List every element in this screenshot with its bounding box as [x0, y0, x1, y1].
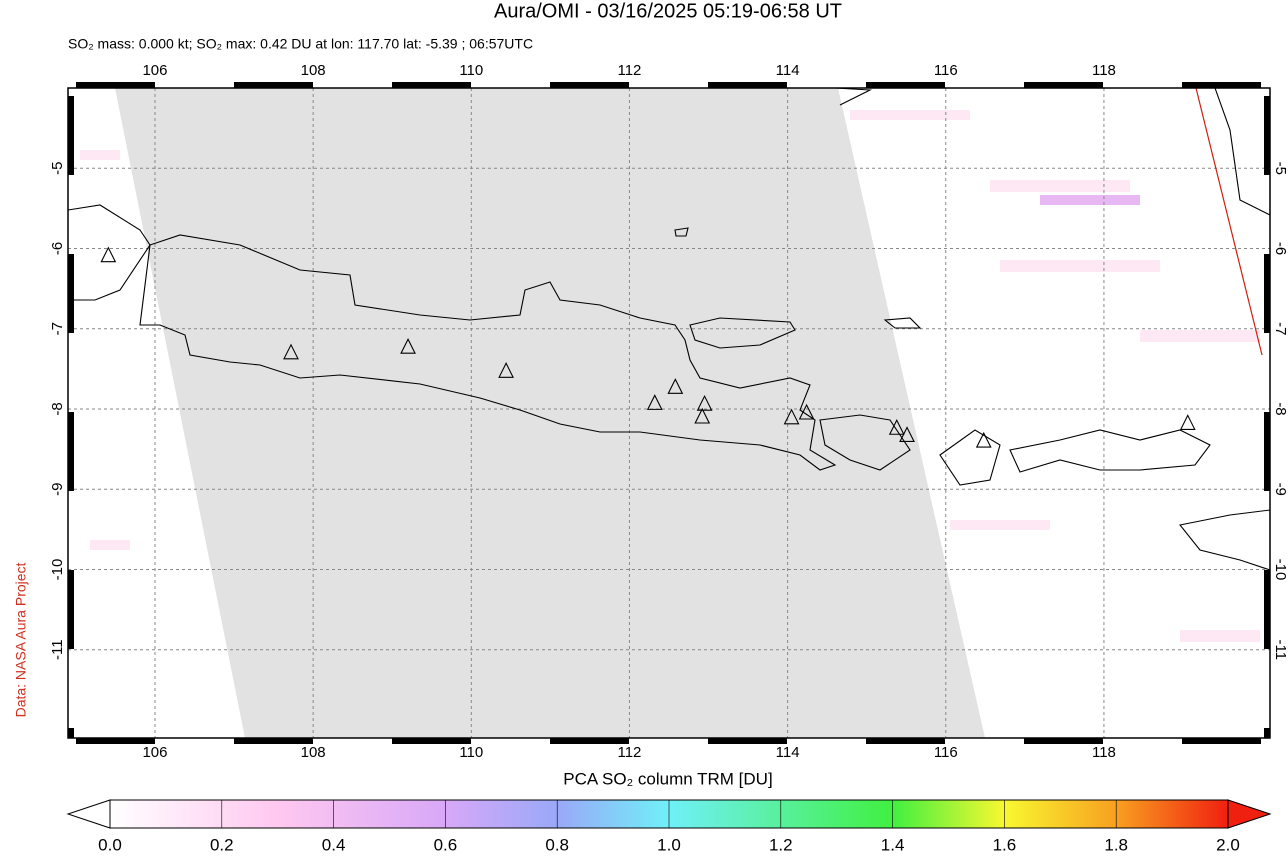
credit: Data: NASA Aura Project	[13, 562, 29, 717]
volcano	[667, 378, 684, 394]
x-tick-label-top: 106	[142, 62, 167, 79]
volcano	[899, 426, 915, 443]
map-area	[68, 88, 1270, 738]
volcano	[1179, 414, 1196, 430]
volcano	[798, 403, 815, 420]
y-tick-label-left: -11	[49, 639, 66, 660]
x-tick-label-bottom: 112	[617, 744, 641, 761]
x-tick-label-top: 114	[776, 62, 800, 79]
y-tick-label-left: -7	[49, 322, 66, 335]
frame-bars	[68, 82, 1270, 744]
y-tick-label-right: -8	[1272, 402, 1288, 415]
volcano	[400, 337, 416, 354]
volcano	[694, 407, 711, 424]
y-tick-label-right: -9	[1272, 483, 1288, 496]
x-tick-label-top: 110	[459, 62, 483, 79]
volcano	[975, 431, 992, 448]
x-tick-label-bottom: 106	[142, 744, 167, 761]
x-tick-label-top: 112	[617, 62, 641, 79]
volcanoes	[100, 246, 1196, 448]
colorbar-tick-label: 1.0	[657, 835, 681, 854]
y-tick-label-left: -8	[49, 402, 66, 415]
colorbar-tick-label: 0.4	[322, 835, 346, 854]
orbit-edge	[1195, 88, 1263, 356]
colorbar-tick-label: 1.6	[993, 835, 1017, 854]
colorbar-max-arrow	[1227, 799, 1272, 829]
x-tick-label-bottom: 118	[1092, 744, 1116, 761]
y-tick-label-left: -9	[49, 483, 66, 496]
x-tick-label-bottom: 114	[776, 744, 800, 761]
colorbar-min-arrow	[66, 799, 111, 829]
x-tick-label-bottom: 116	[934, 744, 958, 761]
volcano	[646, 394, 663, 410]
pixels	[80, 110, 1260, 700]
colorbar-tick-label: 0.8	[545, 835, 569, 854]
subtitle: SO₂ mass: 0.000 kt; SO₂ max: 0.42 DU at …	[68, 36, 533, 52]
volcano	[498, 362, 514, 378]
y-tick-label-right: -6	[1272, 242, 1288, 255]
y-tick-label-left: -6	[49, 242, 66, 255]
x-tick-label-top: 116	[934, 62, 958, 79]
x-tick-label-top: 118	[1092, 62, 1116, 79]
x-tick-label-bottom: 108	[301, 744, 326, 761]
colorbar-tick-label: 1.2	[769, 835, 793, 854]
colorbar-tick-label: 0.6	[434, 835, 458, 854]
volcano	[283, 343, 299, 360]
y-tick-label-right: -7	[1272, 322, 1288, 335]
volcano	[100, 246, 117, 263]
colorbar-tick-label: 0.0	[98, 835, 122, 854]
y-tick-label-left: -5	[49, 162, 66, 175]
grid	[68, 88, 1270, 738]
volcano	[888, 419, 905, 435]
y-tick-label-left: -10	[49, 559, 66, 581]
colorbar-tick-label: 1.8	[1104, 835, 1128, 854]
x-tick-label-bottom: 110	[459, 744, 483, 761]
title: Aura/OMI - 03/16/2025 05:19-06:58 UT	[494, 0, 842, 22]
volcano	[696, 394, 713, 411]
y-tick-label-right: -10	[1272, 559, 1288, 581]
colorbar-tick-label: 1.4	[881, 835, 905, 854]
volcano	[783, 408, 800, 425]
y-tick-label-right: -5	[1272, 162, 1288, 175]
x-tick-label-top: 108	[301, 62, 326, 79]
swath	[115, 88, 985, 738]
coastlines	[68, 88, 1270, 571]
y-tick-label-right: -11	[1272, 639, 1288, 660]
colorbar-tick-label: 0.2	[210, 835, 234, 854]
colorbar-label: PCA SO₂ column TRM [DU]	[563, 769, 772, 788]
colorbar-tick-label: 2.0	[1216, 835, 1240, 854]
